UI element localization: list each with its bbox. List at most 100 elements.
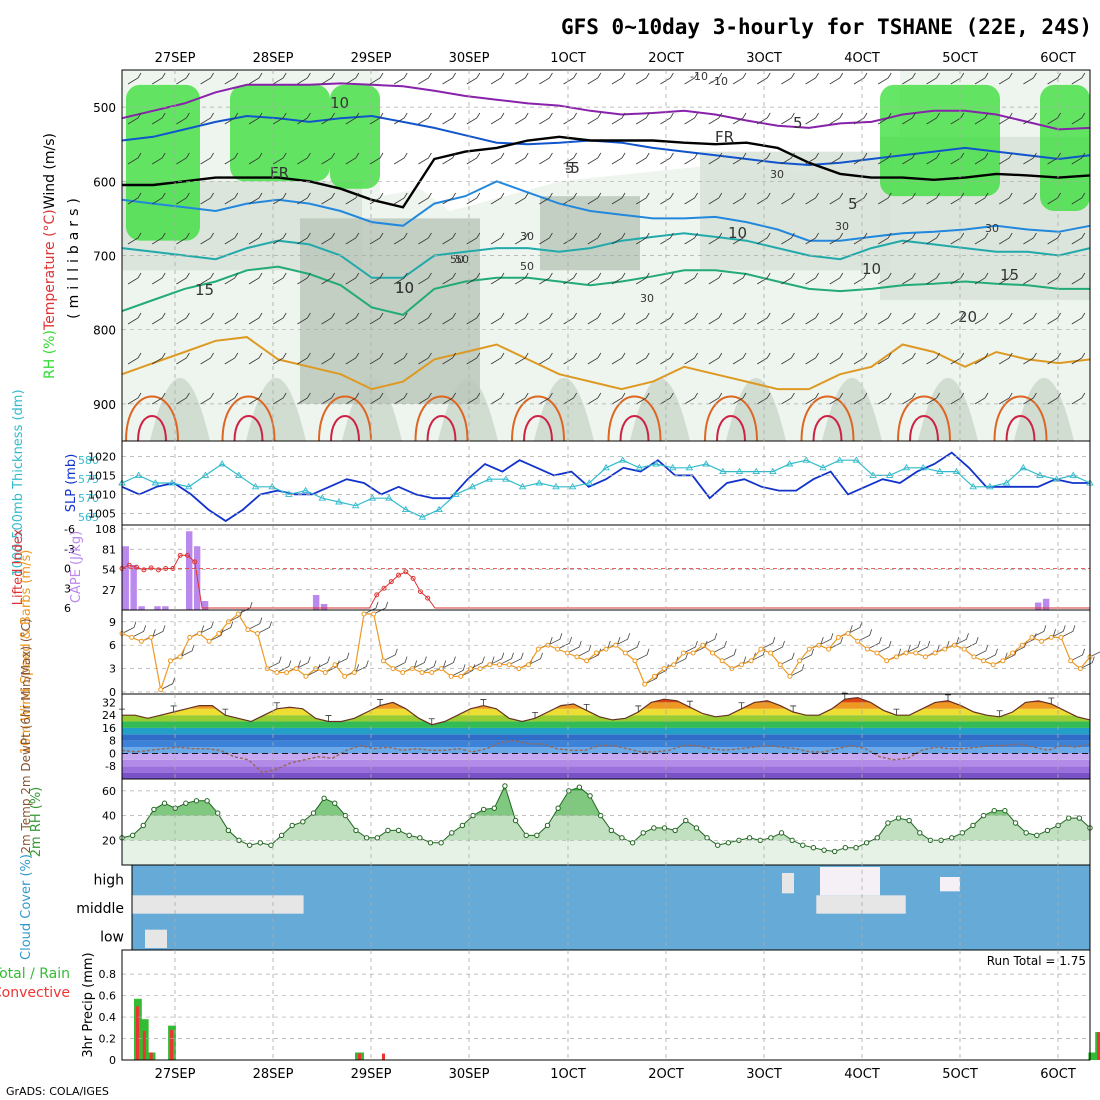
wind-barb: [466, 232, 481, 245]
wind-barb: [829, 112, 844, 125]
wind-barb: [200, 352, 214, 365]
rh2m-marker: [310, 810, 317, 816]
wind-marker: [758, 646, 764, 652]
contour-label: 30: [520, 230, 534, 243]
wind-barb: [297, 352, 311, 365]
wind-marker: [458, 673, 464, 679]
wind-barb-10m: [257, 621, 272, 634]
wind-barb: [974, 392, 989, 405]
lifted-marker: [388, 579, 394, 585]
wind-barb: [345, 192, 360, 205]
rh2m-marker: [991, 807, 997, 814]
cloud-mid-clear: [166, 895, 174, 914]
wind-marker: [932, 650, 938, 656]
wind-barb: [248, 272, 263, 285]
wind-marker: [1029, 634, 1035, 640]
wind-barb: [732, 392, 747, 405]
wind-barb: [490, 192, 505, 205]
wind-marker: [680, 650, 686, 656]
isotherm-25-loop: [897, 395, 951, 442]
wind-barb: [272, 72, 287, 85]
wind-barb: [248, 232, 263, 245]
wind-barb: [321, 72, 335, 85]
wind-barb: [466, 272, 481, 285]
precip-conv-bar: [1097, 1032, 1100, 1060]
thickness-marker: [752, 467, 761, 475]
time-tick-bottom: 3OCT: [746, 1067, 782, 1082]
cloud-mid-clear: [248, 895, 256, 914]
wind-barb: [442, 192, 456, 205]
temp-whisker: [790, 705, 797, 712]
wind-marker: [942, 646, 948, 652]
rh-saturated-blob: [230, 84, 330, 182]
wind-barb: [272, 112, 287, 125]
temp-whisker: [428, 718, 435, 725]
wind-barb: [732, 112, 747, 125]
wind-marker: [1058, 634, 1064, 640]
precip-ylabel: 3hr Precip (mm): [81, 952, 96, 1057]
wind-barb: [539, 72, 553, 85]
rh2m-marker: [1034, 832, 1040, 839]
time-tick-top: 3OCT: [746, 51, 782, 66]
contour-label: 10: [728, 224, 747, 242]
wind-barb: [418, 152, 432, 165]
wind-barb-10m: [1080, 656, 1095, 669]
wind-marker: [284, 670, 290, 675]
wind-barb: [926, 72, 940, 85]
wind-barb: [1071, 112, 1086, 125]
thickness-marker: [819, 463, 827, 471]
wind-marker: [671, 662, 677, 668]
thickness-marker: [802, 456, 811, 463]
wind-barb: [587, 272, 602, 285]
wind-barb: [563, 312, 577, 325]
contour-label: 10: [862, 260, 881, 278]
wind-tick: 6: [109, 639, 116, 652]
wind-barb: [272, 392, 287, 405]
wind-barb: [490, 112, 505, 125]
contour-label: 20: [958, 308, 977, 326]
wind-barb: [1071, 232, 1086, 245]
wind-barb-10m: [1060, 625, 1076, 638]
wind-barb: [200, 312, 214, 325]
thickness-marker: [168, 479, 176, 486]
isotherm-30-loop: [812, 414, 843, 442]
wind-marker: [148, 634, 154, 640]
wind-barb: [466, 352, 481, 365]
thickness-marker: [568, 482, 577, 490]
rh2m-marker: [863, 840, 870, 846]
wind-barb: [998, 272, 1013, 285]
time-tick-top: 30SEP: [449, 51, 490, 66]
wind-barb: [684, 232, 698, 245]
wind-barb-10m: [373, 601, 389, 615]
wind-barb: [200, 272, 214, 285]
wind-barb: [950, 152, 965, 165]
wind-barb: [466, 72, 481, 85]
temp-stripe: [122, 766, 1090, 773]
wind-barb: [660, 352, 674, 365]
contour-label: 5: [793, 114, 803, 132]
wind-barb: [418, 112, 432, 125]
cloud-mid-clear: [138, 895, 147, 914]
wind-barb: [151, 152, 166, 165]
rh2m-marker: [268, 842, 274, 848]
wind-barb: [829, 232, 844, 245]
lifted-tick: 0: [64, 563, 71, 576]
wind-barb: [200, 392, 214, 405]
wind-barb: [708, 192, 723, 205]
contour-label: 10: [395, 279, 414, 297]
cloud-mid-clear: [186, 895, 195, 914]
cape-bar: [1034, 602, 1042, 610]
wind-barb: [514, 392, 529, 405]
wind-barb: [902, 72, 916, 85]
wind-barb: [127, 272, 142, 285]
thickness-marker: [268, 482, 277, 490]
thickness-tick: 565: [78, 511, 99, 524]
thickness-marker: [1019, 463, 1028, 471]
wind-barb: [345, 392, 360, 405]
thickness-marker: [468, 482, 477, 490]
wind-barb: [418, 192, 432, 205]
wind-barb: [684, 152, 698, 165]
wind-barb: [756, 352, 771, 365]
wind-barb: [684, 352, 698, 365]
pressure-tick-label: 800: [93, 324, 116, 338]
